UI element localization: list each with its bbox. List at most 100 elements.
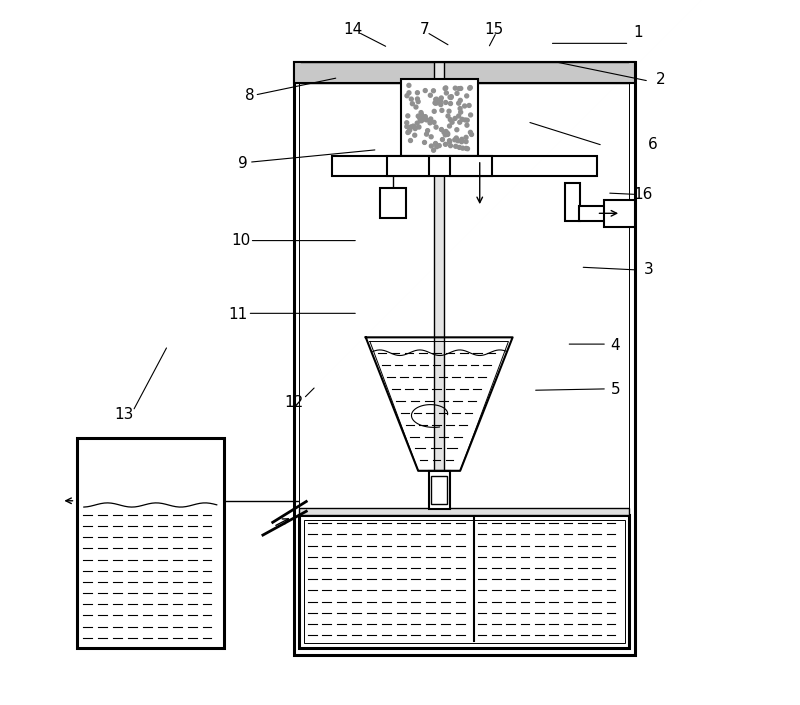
Circle shape <box>422 116 426 119</box>
Text: 11: 11 <box>228 307 247 322</box>
Circle shape <box>469 113 473 117</box>
Bar <box>380 188 406 218</box>
Circle shape <box>423 89 427 92</box>
Text: 4: 4 <box>610 338 620 353</box>
Bar <box>299 515 630 648</box>
Circle shape <box>466 118 469 122</box>
Bar <box>386 156 429 176</box>
Text: 2: 2 <box>655 72 665 87</box>
Circle shape <box>466 147 470 151</box>
Circle shape <box>405 125 409 128</box>
Circle shape <box>447 124 451 128</box>
Circle shape <box>462 104 466 108</box>
Text: 13: 13 <box>114 407 134 422</box>
Circle shape <box>429 117 433 121</box>
Circle shape <box>426 128 430 133</box>
Circle shape <box>461 146 465 150</box>
Circle shape <box>456 139 460 142</box>
Circle shape <box>411 124 415 128</box>
Bar <box>450 156 492 176</box>
Circle shape <box>428 121 432 125</box>
Circle shape <box>407 83 411 87</box>
Circle shape <box>430 144 434 148</box>
Text: 7: 7 <box>420 22 430 37</box>
Circle shape <box>409 139 413 142</box>
Circle shape <box>439 128 443 131</box>
Circle shape <box>422 117 426 121</box>
Circle shape <box>438 144 442 147</box>
Circle shape <box>457 114 461 118</box>
Circle shape <box>415 121 419 125</box>
Circle shape <box>444 101 448 104</box>
Circle shape <box>414 125 418 130</box>
Circle shape <box>440 109 444 112</box>
Circle shape <box>416 99 420 104</box>
Circle shape <box>417 125 421 129</box>
Circle shape <box>447 109 451 114</box>
Circle shape <box>409 125 413 129</box>
Circle shape <box>422 140 426 145</box>
Circle shape <box>449 96 453 99</box>
Circle shape <box>418 118 422 123</box>
Circle shape <box>469 130 472 134</box>
Circle shape <box>454 86 458 90</box>
Circle shape <box>458 99 462 102</box>
Circle shape <box>468 85 472 90</box>
Text: 6: 6 <box>648 137 658 152</box>
Circle shape <box>419 112 423 116</box>
Text: 1: 1 <box>633 25 642 39</box>
Circle shape <box>463 118 467 122</box>
Circle shape <box>449 144 453 147</box>
Circle shape <box>418 116 422 120</box>
Circle shape <box>446 114 450 118</box>
Circle shape <box>444 86 448 90</box>
Circle shape <box>425 133 429 136</box>
Bar <box>565 183 581 221</box>
Circle shape <box>446 131 450 135</box>
Bar <box>431 477 447 503</box>
Circle shape <box>434 142 438 145</box>
Circle shape <box>428 93 432 97</box>
Circle shape <box>443 87 447 90</box>
Circle shape <box>419 111 423 114</box>
Bar <box>401 79 478 156</box>
Circle shape <box>413 127 417 130</box>
Circle shape <box>455 128 458 132</box>
Bar <box>429 471 450 509</box>
Circle shape <box>439 96 443 100</box>
Circle shape <box>454 136 458 140</box>
Circle shape <box>458 145 462 149</box>
Circle shape <box>457 102 461 105</box>
Circle shape <box>465 94 469 98</box>
Circle shape <box>460 117 464 121</box>
Bar <box>299 508 630 515</box>
Circle shape <box>408 128 412 132</box>
Circle shape <box>416 114 420 118</box>
Circle shape <box>441 137 444 142</box>
Circle shape <box>423 115 427 118</box>
Circle shape <box>468 86 472 90</box>
Circle shape <box>434 125 438 129</box>
Circle shape <box>432 148 435 152</box>
Bar <box>77 438 224 648</box>
Circle shape <box>432 109 436 114</box>
Circle shape <box>444 130 448 133</box>
Text: 10: 10 <box>231 233 250 248</box>
Text: 8: 8 <box>245 87 254 103</box>
Circle shape <box>425 118 429 122</box>
Circle shape <box>467 104 471 107</box>
Circle shape <box>442 130 446 134</box>
Circle shape <box>464 140 468 144</box>
Circle shape <box>410 97 414 101</box>
Circle shape <box>445 91 448 95</box>
Circle shape <box>439 103 442 106</box>
Bar <box>603 200 635 226</box>
Text: 3: 3 <box>643 262 653 278</box>
Text: 5: 5 <box>610 382 620 397</box>
Circle shape <box>460 140 463 144</box>
Text: 12: 12 <box>284 396 303 410</box>
Circle shape <box>448 118 452 121</box>
Bar <box>304 520 625 643</box>
Circle shape <box>453 116 457 121</box>
Circle shape <box>420 118 423 123</box>
